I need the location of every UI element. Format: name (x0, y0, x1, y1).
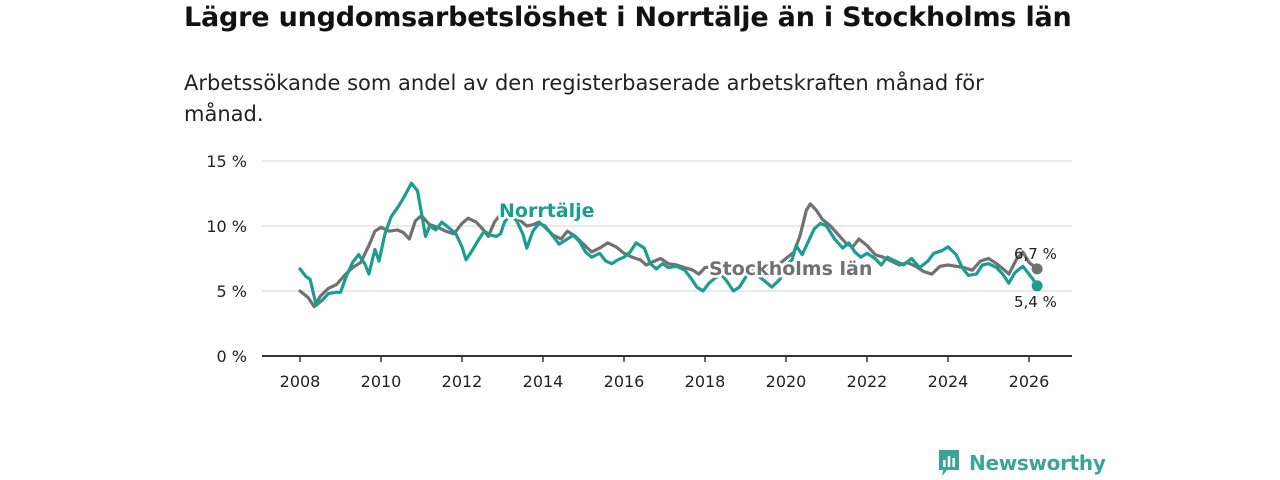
x-tick-label: 2010 (361, 372, 402, 391)
brand-name: Newsworthy (969, 451, 1106, 475)
y-tick-label: 10 % (206, 217, 247, 236)
y-tick-label: 0 % (217, 347, 247, 366)
series-label-norrtalje: Norrtälje (499, 200, 595, 222)
chart-title: Lägre ungdomsarbetslöshet i Norrtälje än… (184, 2, 1072, 33)
x-tick-label: 2018 (685, 372, 726, 391)
y-tick-label: 5 % (217, 282, 247, 301)
axes: 0 % 5 % 10 % 15 % 2008 2010 2012 2014 2016 2018 20… (206, 152, 1072, 391)
gridlines (262, 160, 1072, 292)
x-tick-label: 2016 (604, 372, 645, 391)
end-label-norrtalje: 5,4 % (1014, 293, 1057, 311)
x-tick-label: 2022 (847, 372, 888, 391)
series-line-norrtälje (298, 181, 1039, 307)
x-tick-label: 2012 (442, 372, 483, 391)
series-line-stockholms-län (298, 202, 1039, 309)
series-label-stockholms-lan: Stockholms län (709, 258, 872, 280)
chart-subtitle: Arbetssökande som andel av den registerb… (184, 71, 984, 126)
end-marker-norrtalje (1031, 280, 1043, 292)
series-lines (298, 181, 1039, 309)
series-label-norrtalje-halo: Norrtälje (499, 200, 595, 222)
x-tick-label: 2008 (280, 372, 321, 391)
x-tick-label: 2014 (523, 372, 564, 391)
y-tick-label: 15 % (206, 152, 247, 171)
x-tick-label: 2020 (766, 372, 807, 391)
end-label-stockholms-lan: 6,7 % (1014, 245, 1057, 263)
series-label-stockholms-lan-halo: Stockholms län (709, 258, 872, 280)
x-tick-label: 2026 (1009, 372, 1050, 391)
end-marker-stockholms-lan (1031, 263, 1043, 275)
newsworthy-logo-icon (939, 450, 959, 476)
x-tick-label: 2024 (928, 372, 969, 391)
brand-logo: Newsworthy (937, 448, 1106, 478)
